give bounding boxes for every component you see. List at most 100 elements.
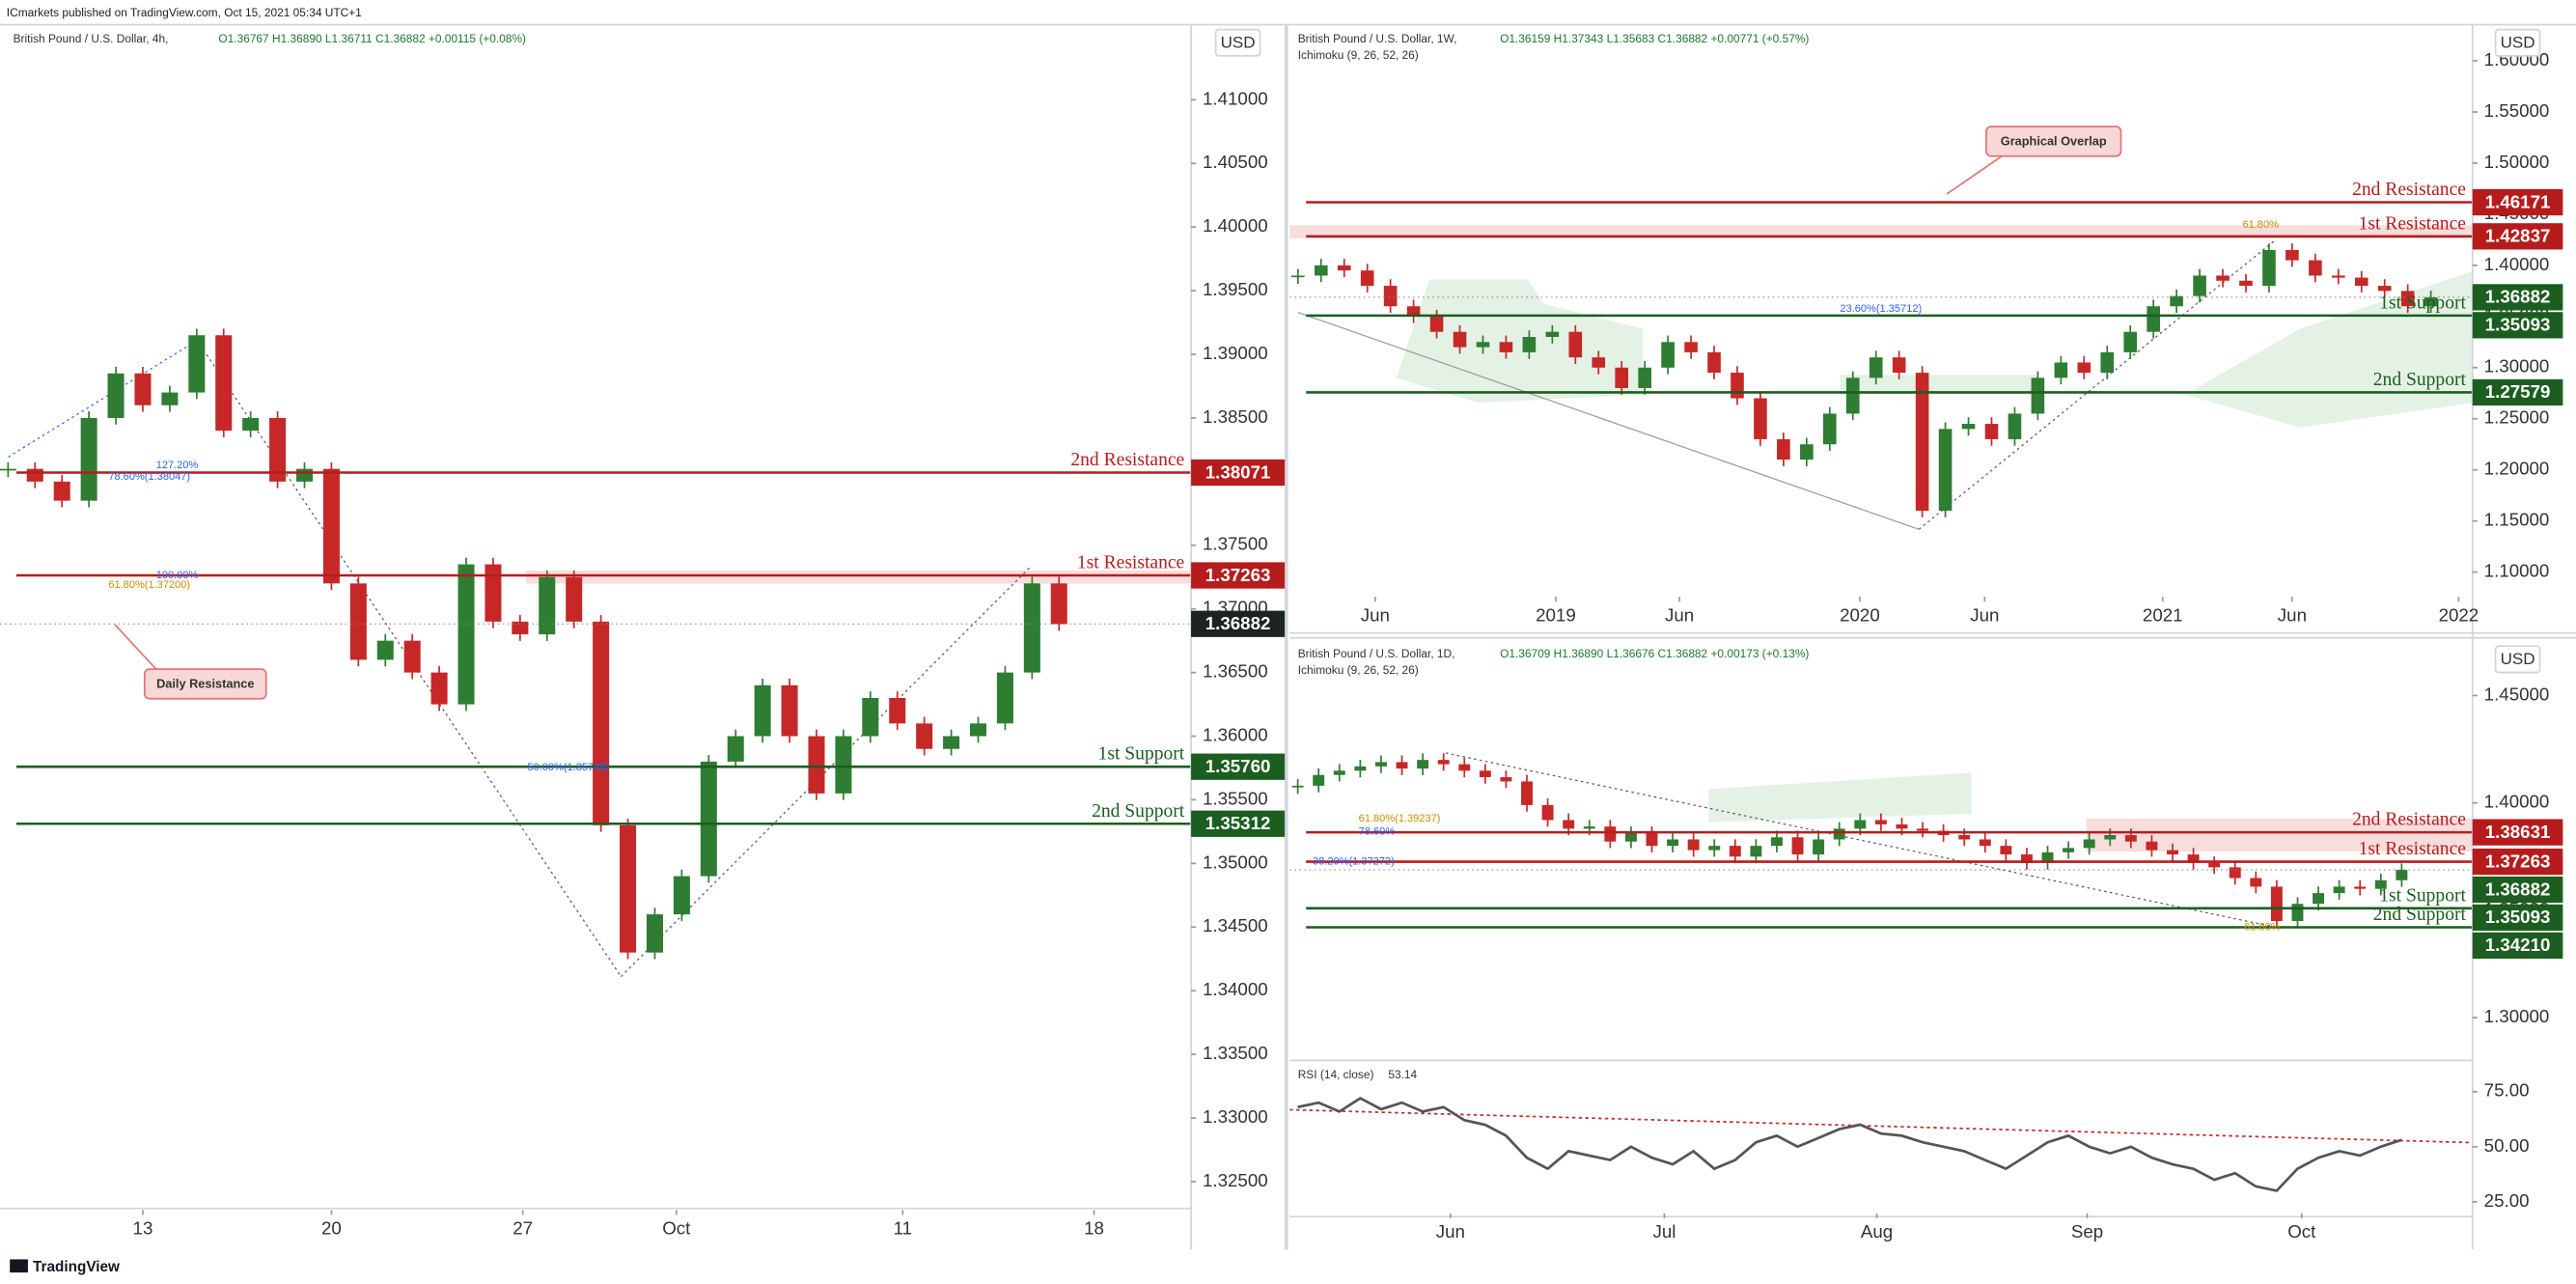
- candle-body: [673, 876, 690, 915]
- fib-label: 100.00%: [156, 570, 199, 581]
- candle-body: [727, 736, 744, 762]
- ichimoku-cloud: [1708, 772, 1972, 823]
- candle-body: [161, 392, 179, 405]
- candle-body: [996, 672, 1013, 724]
- candle-body: [1646, 832, 1658, 847]
- price-box: [2472, 284, 2563, 311]
- candle-body: [1374, 762, 1387, 767]
- indicator: Ichimoku (9, 26, 52, 26): [1298, 663, 1419, 677]
- candle-body: [539, 576, 556, 635]
- y-tick-label: 50.00: [2484, 1135, 2530, 1156]
- y-tick-label: 1.37500: [1203, 534, 1268, 554]
- candle-body: [80, 417, 97, 501]
- x-tick-label: Oct: [2287, 1221, 2316, 1242]
- y-tick-label: 1.34000: [1203, 979, 1268, 999]
- level-label: 1st Resistance: [1077, 553, 1184, 573]
- separator: [1289, 632, 2473, 642]
- candle-body: [2285, 249, 2299, 261]
- y-tick-label: 75.00: [2484, 1080, 2530, 1101]
- candle-body: [1479, 770, 1491, 777]
- x-tick-label: Jul: [1652, 1221, 1676, 1242]
- fib-label: 61.80%: [2242, 219, 2279, 231]
- candle-body: [1313, 774, 1325, 786]
- candle-body: [2354, 277, 2368, 287]
- candle-body: [2333, 886, 2345, 894]
- y-tick-label: 1.40500: [1203, 152, 1268, 172]
- candle-body: [1984, 424, 1999, 439]
- price-box: [2472, 188, 2563, 216]
- trend-line: [196, 340, 622, 977]
- candle-body: [2041, 851, 2054, 863]
- candle-body: [1583, 826, 1595, 829]
- fib-label: 61.80%(1.39237): [1359, 813, 1441, 824]
- currency: USD: [2501, 34, 2535, 52]
- y-tick-label: 1.25000: [2484, 407, 2550, 428]
- rsi-line: [1297, 1096, 2402, 1192]
- trend-line: [1297, 311, 1920, 530]
- candle-body: [916, 723, 933, 749]
- rsi-title: RSI (14, close): [1298, 1068, 1374, 1081]
- candle-body: [1337, 265, 1351, 271]
- price-box-label: 1.36882: [1205, 613, 1271, 633]
- price-box-label: 1.37263: [2485, 851, 2551, 871]
- candle-body: [1874, 820, 1887, 824]
- candle-body: [862, 697, 879, 737]
- candle-body: [2054, 362, 2068, 378]
- candle-body: [1453, 331, 1467, 348]
- callout-text: Graphical Overlap: [2001, 134, 2107, 149]
- y-tick-label: 1.33000: [1203, 1106, 1268, 1127]
- candle-body: [1869, 357, 1883, 378]
- fib-label: 78.60%: [1359, 826, 1396, 838]
- x-tick-label: 13: [133, 1218, 153, 1239]
- candle-body: [1383, 286, 1398, 307]
- price-axis: [1191, 24, 1286, 1274]
- candle-body: [1568, 331, 1583, 358]
- candle-body: [2354, 886, 2367, 889]
- candle-body: [2100, 351, 2115, 374]
- candle-body: [2291, 904, 2304, 922]
- y-tick-label: 1.15000: [2484, 510, 2550, 530]
- candle-body: [646, 914, 663, 953]
- price-box-label: 1.35093: [2485, 907, 2551, 927]
- price-box: [2472, 848, 2563, 876]
- candle-body: [1429, 316, 1444, 332]
- y-tick-label: 1.41000: [1203, 88, 1268, 108]
- candle-body: [242, 417, 260, 432]
- x-tick-label: 2020: [1840, 605, 1880, 626]
- candle-body: [2147, 306, 2160, 332]
- x-tick-label: 2022: [2439, 605, 2479, 626]
- price-box-label: 1.46171: [2485, 191, 2551, 211]
- candle-body: [1661, 342, 1675, 368]
- candle-body: [2239, 280, 2253, 287]
- brand: TradingView: [33, 1259, 120, 1275]
- y-tick-label: 1.35000: [1203, 851, 1268, 872]
- x-tick-label: Jun: [1665, 605, 1694, 626]
- candle-body: [943, 736, 960, 749]
- candle-body: [1800, 444, 1814, 461]
- price-box-label: 1.42837: [2485, 226, 2551, 246]
- candle-body: [1938, 429, 1953, 512]
- trend-line: [8, 340, 198, 458]
- price-box: [2472, 378, 2563, 406]
- candle-body: [2063, 848, 2075, 852]
- candle-body: [1458, 764, 1471, 771]
- candle-body: [1476, 342, 1490, 348]
- fib-label: 23.60%(1.35712): [1840, 303, 1922, 315]
- price-box: [1191, 753, 1286, 780]
- level-label: 2nd Support: [2373, 905, 2467, 925]
- candle-body: [1360, 270, 1374, 287]
- price-box: [2472, 876, 2563, 904]
- candle-body: [1500, 776, 1512, 782]
- y-tick-label: 1.50000: [2484, 152, 2550, 172]
- candle-body: [1917, 828, 1928, 831]
- currency: USD: [1221, 34, 1256, 52]
- price-box: [2472, 223, 2563, 250]
- candle-body: [295, 468, 314, 482]
- x-tick-label: Jun: [2278, 605, 2307, 626]
- candle-body: [349, 583, 367, 660]
- x-tick-label: 2021: [2143, 605, 2183, 626]
- candle-body: [403, 640, 421, 673]
- price-box-label: 1.35760: [1205, 756, 1271, 776]
- candle-body: [1333, 770, 1345, 775]
